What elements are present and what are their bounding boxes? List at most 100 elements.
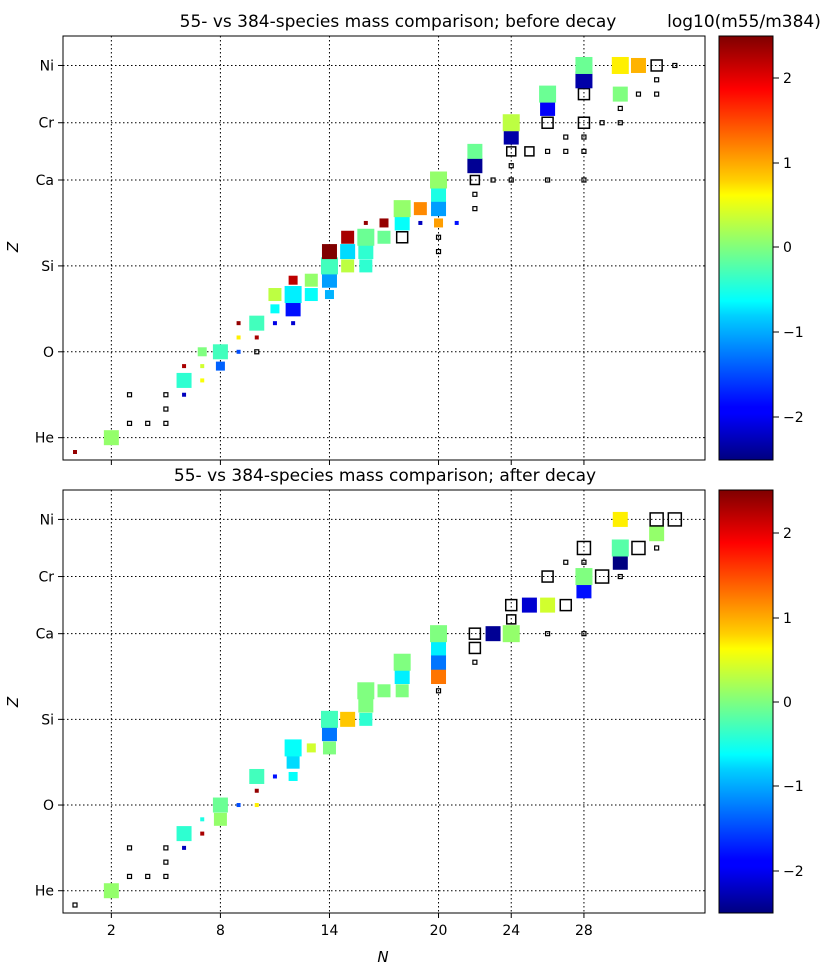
data-point: [341, 259, 355, 273]
data-point-hollow: [544, 177, 551, 183]
data-point: [394, 669, 410, 685]
y-axis-label: Z: [4, 696, 22, 708]
data-point: [540, 597, 556, 613]
x-axis-ticks: [110, 460, 585, 465]
data-point: [377, 684, 391, 698]
plot-panel-after-decay: 55- vs 384-species mass comparison; afte…: [4, 466, 706, 966]
data-point: [630, 57, 646, 73]
data-point: [467, 158, 483, 174]
data-point-hollow: [126, 845, 133, 851]
data-point-hollow: [395, 231, 409, 244]
colorbar-tick-label: 2: [783, 526, 792, 542]
y-axis-ticks: He O Si Ca Cr Ni: [35, 58, 63, 447]
data-point-hollow: [126, 420, 133, 426]
colorbar-gradient: [718, 35, 774, 461]
y-tick-label: Cr: [38, 570, 54, 586]
data-point: [485, 626, 501, 642]
data-point: [357, 682, 375, 700]
data-point: [413, 202, 427, 216]
chart-title: 55- vs 384-species mass comparison; befo…: [180, 12, 617, 32]
y-tick-label: Ni: [40, 512, 54, 528]
y-axis-ticks: He O Si Ca Cr Ni: [35, 512, 63, 900]
data-point-hollow: [163, 859, 169, 865]
data-point: [212, 344, 228, 360]
data-point: [200, 364, 205, 369]
data-point-hollow: [163, 420, 169, 426]
data-point: [393, 653, 411, 671]
data-point: [272, 321, 277, 326]
data-point: [270, 304, 280, 314]
y-tick-label: O: [43, 345, 54, 361]
data-point-hollow: [490, 177, 496, 183]
data-point-hollow: [435, 688, 442, 694]
data-point: [611, 539, 629, 557]
x-tick-label: 2: [107, 923, 116, 939]
data-point-hollow: [649, 512, 664, 527]
data-point: [431, 669, 447, 685]
data-point: [434, 218, 444, 228]
data-point-hollow: [577, 116, 591, 129]
data-point: [394, 215, 410, 231]
data-point: [321, 726, 337, 742]
colorbar-top: 2 1 0 −1 −2 log10(m55/m384): [667, 12, 821, 461]
data-point: [377, 230, 391, 244]
data-point-hollow: [563, 559, 569, 565]
data-point: [431, 654, 447, 670]
grid-lines: [63, 490, 705, 913]
data-point-hollow: [559, 598, 573, 612]
data-point: [320, 257, 338, 275]
data-points: [72, 511, 683, 908]
y-tick-label: Si: [41, 712, 54, 728]
data-point: [306, 743, 316, 753]
data-point: [288, 275, 298, 285]
data-point: [285, 301, 301, 317]
colorbar-tick-label: 1: [783, 156, 792, 172]
data-point-hollow: [468, 627, 482, 640]
colorbar-tick-label: −1: [783, 779, 804, 795]
plot-frame: [62, 35, 706, 461]
data-point: [73, 450, 77, 454]
data-point-hollow: [508, 163, 514, 169]
data-point-hollow: [577, 87, 591, 101]
data-point-hollow: [563, 134, 569, 140]
data-point: [395, 684, 409, 698]
y-axis-label: Z: [4, 241, 22, 253]
data-point: [212, 797, 228, 813]
data-point: [291, 321, 296, 326]
colorbar-label: log10(m55/m384): [667, 12, 821, 32]
y-tick-label: Ni: [40, 58, 54, 74]
data-point: [539, 85, 557, 103]
data-point: [215, 361, 225, 371]
x-tick-label: 28: [575, 923, 593, 939]
data-point-hollow: [650, 59, 663, 72]
data-point-hollow: [472, 206, 478, 212]
data-point-hollow: [635, 91, 642, 97]
data-point: [200, 378, 205, 383]
data-point: [182, 392, 187, 397]
data-point-hollow: [508, 177, 514, 183]
y-tick-label: Ca: [36, 627, 54, 643]
data-point: [576, 583, 592, 599]
data-point-hollow: [544, 148, 551, 154]
data-point-hollow: [504, 598, 518, 612]
data-point: [182, 364, 187, 369]
data-point: [418, 220, 423, 225]
data-point: [575, 568, 593, 586]
data-point-hollow: [468, 641, 482, 655]
chart-title: 55- vs 384-species mass comparison; afte…: [174, 466, 596, 486]
data-point-hollow: [163, 845, 169, 851]
data-point: [358, 244, 374, 260]
x-tick-label: 24: [502, 923, 520, 939]
data-point: [379, 218, 389, 228]
data-point-hollow: [505, 614, 517, 625]
colorbar-bottom: 2 1 0 −1 −2: [718, 489, 804, 914]
data-point-hollow: [145, 873, 151, 880]
data-point-hollow: [163, 406, 169, 412]
colorbar-tick-label: 0: [783, 240, 792, 256]
data-point: [521, 597, 537, 613]
x-axis-label: N: [377, 948, 388, 966]
data-point-hollow: [544, 631, 551, 637]
data-point-hollow: [654, 545, 660, 551]
y-tick-label: He: [35, 884, 54, 900]
data-point-hollow: [254, 349, 260, 355]
